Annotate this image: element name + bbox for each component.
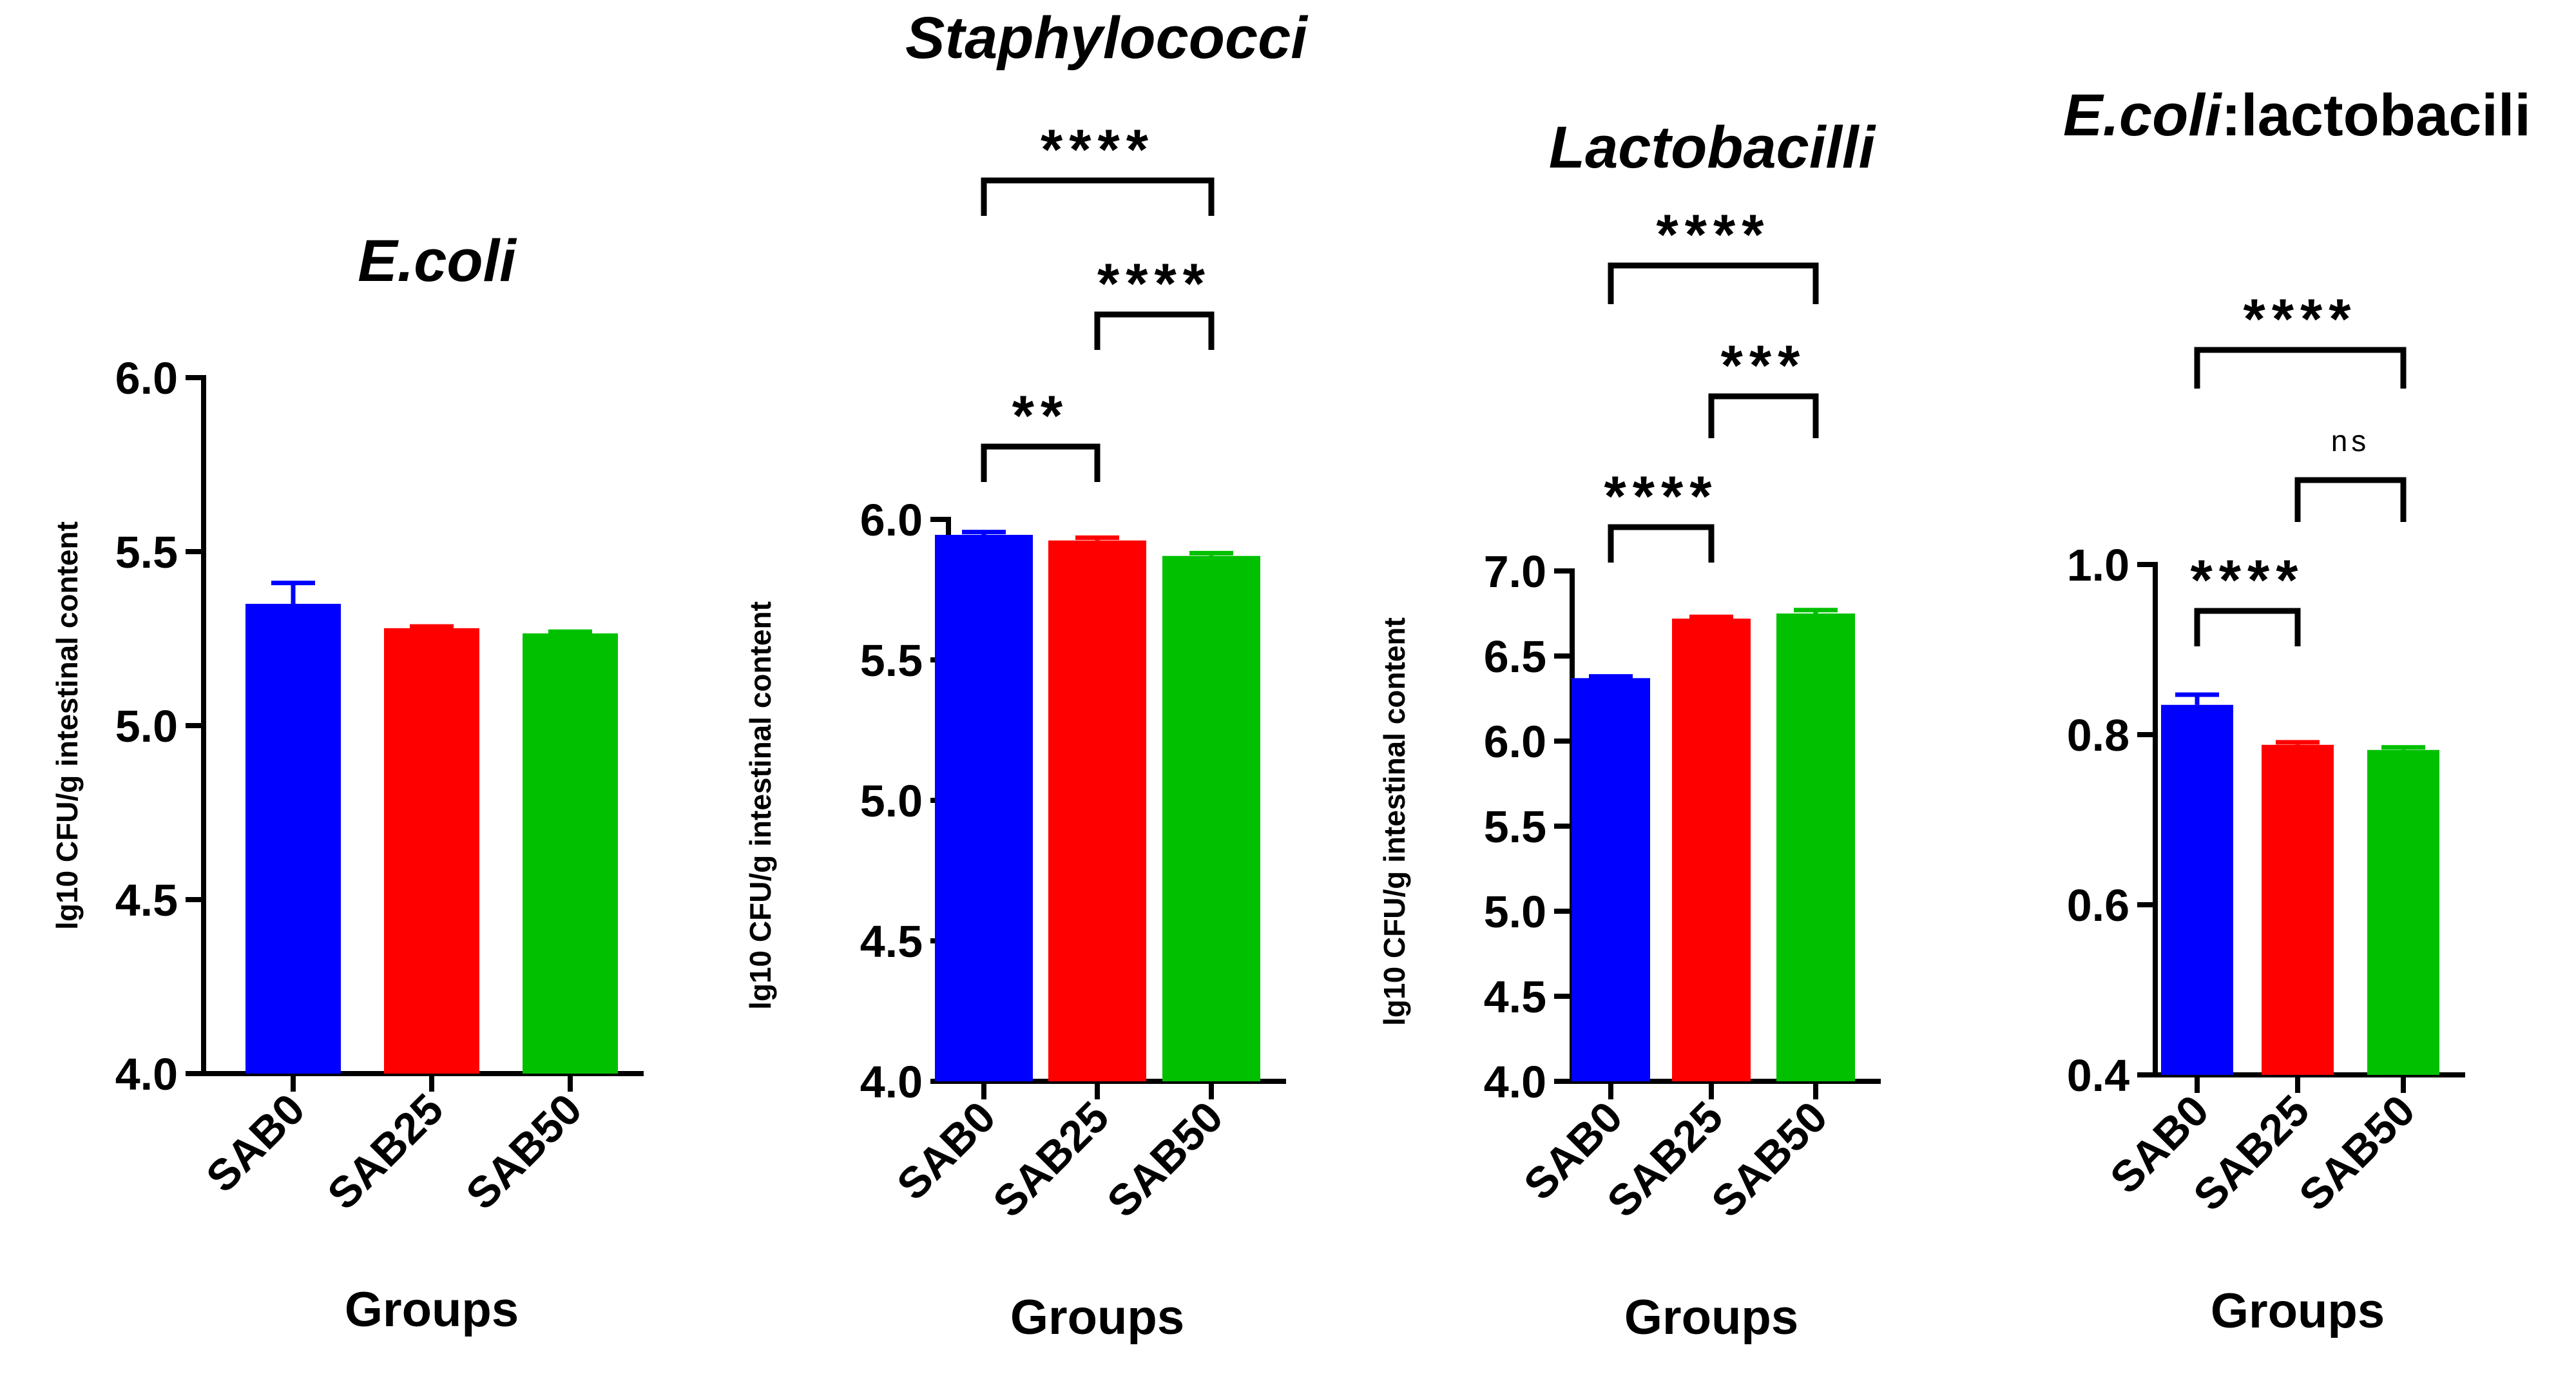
significance-label: **** <box>2191 548 2305 612</box>
chart-title: Staphylococci <box>905 5 1309 71</box>
x-tick-label: SAB25 <box>1598 1092 1733 1227</box>
significance-label: **** <box>2244 287 2358 351</box>
significance-label: *** <box>1721 333 1807 397</box>
bar-sab25 <box>1672 618 1751 1081</box>
bar-sab50 <box>523 633 618 1074</box>
significance-bracket <box>1608 262 1819 304</box>
significance-label: **** <box>1097 251 1211 315</box>
significance-label: **** <box>1657 202 1771 266</box>
x-tick-label: SAB50 <box>457 1085 591 1219</box>
significance-bracket <box>1094 311 1215 350</box>
significance-label: **** <box>1604 464 1718 528</box>
y-tick-label: 0.8 <box>2067 710 2129 760</box>
significance-bracket <box>1708 393 1819 438</box>
chart-title-suffix: :lactobacili <box>2221 82 2531 148</box>
chart-panel-2: Staphylococci4.04.55.05.56.0SAB0SAB25SAB… <box>744 5 1309 1345</box>
y-tick-label: 6.0 <box>860 495 923 545</box>
significance-bracket <box>2194 608 2301 646</box>
significance-bracket <box>2194 347 2407 389</box>
x-tick-label: SAB25 <box>984 1092 1119 1227</box>
chart-title: E.coli:lactobacili <box>2063 82 2531 148</box>
y-axis-label: lg10 CFU/g intestinal content <box>1378 617 1411 1026</box>
y-tick-label: 0.4 <box>2067 1050 2129 1101</box>
significance-label: ** <box>1012 383 1070 447</box>
y-tick-label: 5.5 <box>1484 802 1546 852</box>
y-tick-label: 5.5 <box>860 635 923 686</box>
y-tick-label: 4.5 <box>1484 972 1546 1022</box>
y-tick-label: 4.0 <box>1484 1057 1546 1107</box>
y-tick-label: 1.0 <box>2067 540 2129 590</box>
bar-sab25 <box>2262 744 2334 1075</box>
y-axis-label: lg10 CFU/g intestinal content <box>744 601 777 1010</box>
bar-sab0 <box>935 534 1033 1081</box>
significance-bracket <box>981 443 1101 482</box>
chart-title-text: Staphylococci <box>905 5 1309 71</box>
y-tick-label: 4.5 <box>115 875 178 925</box>
chart-panel-4: E.coli:lactobacili0.40.60.81.0SAB0SAB25S… <box>2063 82 2531 1338</box>
chart-title-text: Lactobacilli <box>1549 115 1877 180</box>
significance-bracket <box>2294 477 2407 522</box>
bar-sab0 <box>245 604 341 1074</box>
y-tick-label: 5.0 <box>860 776 923 826</box>
x-tick-label: SAB25 <box>318 1085 453 1219</box>
chart-title-text: E.coli <box>2063 82 2223 148</box>
bar-sab50 <box>1162 555 1260 1081</box>
x-tick-label: SAB0 <box>197 1085 314 1202</box>
y-tick-label: 5.0 <box>1484 887 1546 937</box>
chart-title-text: E.coli <box>358 228 517 294</box>
y-tick-label: 4.0 <box>860 1057 923 1107</box>
chart-title: Lactobacilli <box>1549 115 1877 180</box>
significance-label: **** <box>1041 117 1155 181</box>
y-tick-label: 6.5 <box>1484 632 1546 682</box>
x-tick-label: SAB50 <box>1098 1092 1233 1227</box>
bar-sab0 <box>1572 678 1650 1081</box>
y-tick-label: 0.6 <box>2067 880 2129 931</box>
y-tick-label: 5.0 <box>115 701 178 751</box>
bar-sab50 <box>1776 613 1855 1081</box>
x-tick-label: SAB50 <box>2290 1086 2425 1221</box>
x-axis-label: Groups <box>345 1282 519 1337</box>
bar-sab25 <box>1048 540 1146 1081</box>
y-tick-label: 6.0 <box>1484 717 1546 767</box>
chart-panel-3: Lactobacilli4.04.55.05.56.06.57.0SAB0SAB… <box>1378 115 1881 1345</box>
y-axis-label: lg10 CFU/g intestinal content <box>50 521 84 930</box>
chart-title: E.coli <box>358 228 517 294</box>
y-tick-label: 5.5 <box>115 527 178 577</box>
x-axis-label: Groups <box>2211 1284 2385 1338</box>
chart-panel-1: E.coli 4.0 4.5 5.0 5.5 6.0 SAB0 SAB25 SAB50 Group… <box>50 228 644 1337</box>
bar-sab0 <box>2161 704 2233 1075</box>
significance-bracket <box>1608 524 1715 563</box>
bar-sab25 <box>384 628 479 1074</box>
significance-label: ns <box>2331 424 2370 458</box>
x-tick-label: SAB50 <box>1702 1092 1837 1227</box>
y-tick-label: 4.0 <box>115 1049 178 1099</box>
x-axis-label: Groups <box>1624 1290 1798 1345</box>
significance-bracket <box>981 177 1215 216</box>
bar-sab50 <box>2367 749 2439 1075</box>
y-tick-label: 7.0 <box>1484 546 1546 597</box>
x-tick-label: SAB25 <box>2184 1086 2319 1221</box>
y-tick-label: 6.0 <box>115 353 178 403</box>
y-tick-label: 4.5 <box>860 916 923 967</box>
x-axis-label: Groups <box>1010 1290 1184 1345</box>
